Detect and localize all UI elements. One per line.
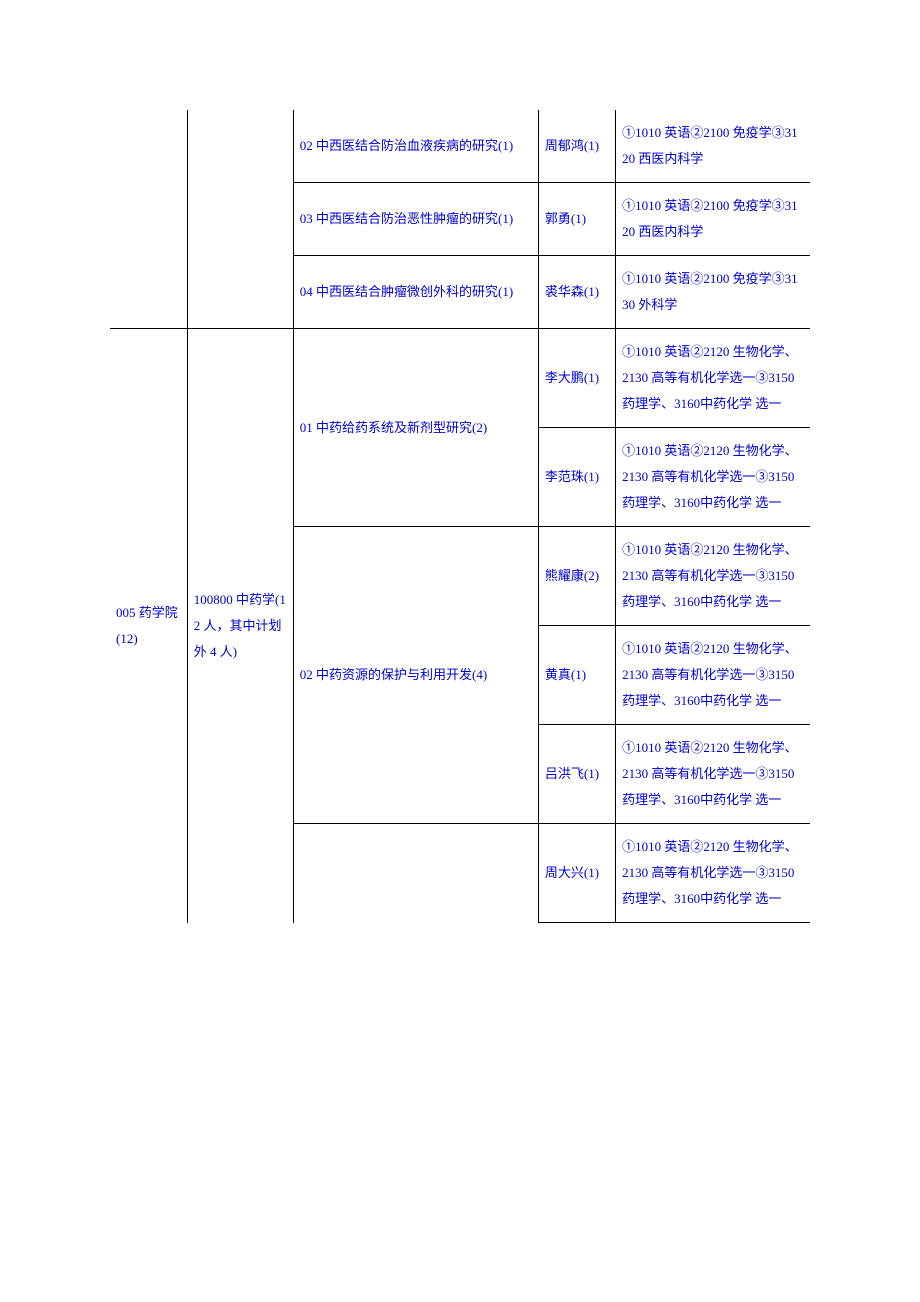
advisor-cell: 周大兴(1) <box>538 824 615 923</box>
dept-cell <box>110 110 187 183</box>
topic-cell: 02 中药资源的保护与利用开发(4) <box>293 527 538 824</box>
advisor-cell: 黄真(1) <box>538 626 615 725</box>
major-cell: 100800 中药学(12 人，其中计划外 4 人) <box>187 329 293 923</box>
advisor-cell: 熊耀康(2) <box>538 527 615 626</box>
table-row: 03 中西医结合防治恶性肿瘤的研究(1) 郭勇(1) ①1010 英语②2100… <box>110 183 810 256</box>
exam-cell: ①1010 英语②2100 免疫学③3120 西医内科学 <box>616 110 810 183</box>
exam-cell: ①1010 英语②2120 生物化学、2130 高等有机化学选一③3150 药理… <box>616 725 810 824</box>
exam-cell: ①1010 英语②2100 免疫学③3120 西医内科学 <box>616 183 810 256</box>
topic-cell: 02 中西医结合防治血液疾病的研究(1) <box>293 110 538 183</box>
dept-cell: 005 药学院(12) <box>110 329 187 923</box>
major-cell <box>187 183 293 256</box>
advisor-cell: 吕洪飞(1) <box>538 725 615 824</box>
exam-cell: ①1010 英语②2120 生物化学、2130 高等有机化学选一③3150 药理… <box>616 428 810 527</box>
advisor-cell: 李大鹏(1) <box>538 329 615 428</box>
table-row: 02 中西医结合防治血液疾病的研究(1) 周郁鸿(1) ①1010 英语②210… <box>110 110 810 183</box>
exam-cell: ①1010 英语②2120 生物化学、2130 高等有机化学选一③3150 药理… <box>616 626 810 725</box>
major-cell <box>187 256 293 329</box>
exam-cell: ①1010 英语②2120 生物化学、2130 高等有机化学选一③3150 药理… <box>616 329 810 428</box>
exam-cell: ①1010 英语②2100 免疫学③3130 外科学 <box>616 256 810 329</box>
advisor-cell: 郭勇(1) <box>538 183 615 256</box>
advisor-cell: 裘华森(1) <box>538 256 615 329</box>
exam-cell: ①1010 英语②2120 生物化学、2130 高等有机化学选一③3150 药理… <box>616 527 810 626</box>
advisor-cell: 李范珠(1) <box>538 428 615 527</box>
exam-cell: ①1010 英语②2120 生物化学、2130 高等有机化学选一③3150 药理… <box>616 824 810 923</box>
advisor-cell: 周郁鸿(1) <box>538 110 615 183</box>
catalog-table: 02 中西医结合防治血液疾病的研究(1) 周郁鸿(1) ①1010 英语②210… <box>110 110 810 923</box>
topic-cell: 01 中药给药系统及新剂型研究(2) <box>293 329 538 527</box>
topic-cell: 03 中西医结合防治恶性肿瘤的研究(1) <box>293 183 538 256</box>
topic-cell: 04 中西医结合肿瘤微创外科的研究(1) <box>293 256 538 329</box>
dept-cell <box>110 256 187 329</box>
major-cell <box>187 110 293 183</box>
table-row: 04 中西医结合肿瘤微创外科的研究(1) 裘华森(1) ①1010 英语②210… <box>110 256 810 329</box>
dept-cell <box>110 183 187 256</box>
table-row: 005 药学院(12) 100800 中药学(12 人，其中计划外 4 人) 0… <box>110 329 810 428</box>
topic-cell <box>293 824 538 923</box>
